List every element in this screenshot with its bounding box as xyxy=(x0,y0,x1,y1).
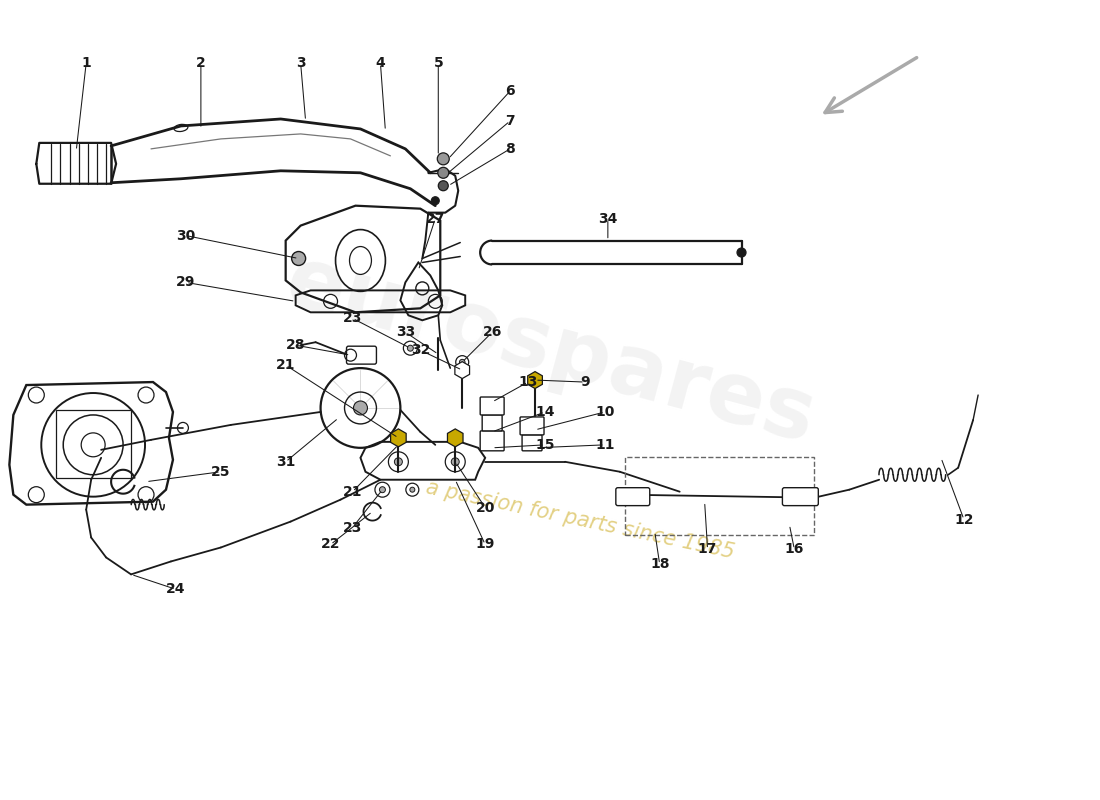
Text: 29: 29 xyxy=(176,275,196,290)
Polygon shape xyxy=(455,362,470,378)
FancyBboxPatch shape xyxy=(346,346,376,364)
Text: 15: 15 xyxy=(536,438,554,452)
Text: 20: 20 xyxy=(475,501,495,514)
Text: 11: 11 xyxy=(595,438,615,452)
Text: 23: 23 xyxy=(343,521,362,534)
Text: 21: 21 xyxy=(276,358,296,372)
Text: 13: 13 xyxy=(518,375,538,389)
Text: 14: 14 xyxy=(536,405,554,419)
FancyArrowPatch shape xyxy=(825,58,916,113)
Text: a passion for parts since 1985: a passion for parts since 1985 xyxy=(424,477,736,562)
Text: 5: 5 xyxy=(433,56,443,70)
Circle shape xyxy=(379,486,385,493)
FancyBboxPatch shape xyxy=(616,488,650,506)
Text: 22: 22 xyxy=(321,538,340,551)
Text: 32: 32 xyxy=(410,343,430,357)
Circle shape xyxy=(438,167,449,178)
Text: 34: 34 xyxy=(598,212,617,226)
Text: 33: 33 xyxy=(396,326,415,339)
Circle shape xyxy=(438,181,449,190)
Circle shape xyxy=(455,356,469,369)
Text: 19: 19 xyxy=(475,538,495,551)
Text: 23: 23 xyxy=(343,311,362,326)
Circle shape xyxy=(407,345,414,351)
FancyBboxPatch shape xyxy=(520,417,544,435)
Circle shape xyxy=(438,153,449,165)
Text: 26: 26 xyxy=(483,326,502,339)
Text: 17: 17 xyxy=(697,542,717,557)
Text: 6: 6 xyxy=(505,84,515,98)
Text: 10: 10 xyxy=(595,405,615,419)
Text: 21: 21 xyxy=(343,485,362,498)
Text: 12: 12 xyxy=(954,513,974,526)
FancyBboxPatch shape xyxy=(481,431,504,451)
Text: 24: 24 xyxy=(166,582,186,596)
Polygon shape xyxy=(448,429,463,447)
Circle shape xyxy=(353,401,367,415)
FancyBboxPatch shape xyxy=(482,415,502,431)
Text: eurospares: eurospares xyxy=(276,239,824,461)
Text: 31: 31 xyxy=(276,454,296,469)
Text: 2: 2 xyxy=(196,56,206,70)
Circle shape xyxy=(410,487,415,492)
Circle shape xyxy=(451,458,459,466)
FancyBboxPatch shape xyxy=(481,397,504,415)
FancyBboxPatch shape xyxy=(522,435,542,451)
FancyBboxPatch shape xyxy=(782,488,818,506)
Circle shape xyxy=(395,458,403,466)
Text: 4: 4 xyxy=(375,56,385,70)
Circle shape xyxy=(460,359,465,365)
Text: 3: 3 xyxy=(296,56,306,70)
Text: 18: 18 xyxy=(650,558,670,571)
Circle shape xyxy=(292,251,306,266)
Text: 25: 25 xyxy=(211,465,231,478)
Text: 16: 16 xyxy=(784,542,804,557)
Text: 30: 30 xyxy=(176,229,196,242)
Text: 8: 8 xyxy=(505,142,515,156)
Text: 1: 1 xyxy=(81,56,91,70)
Text: 7: 7 xyxy=(505,114,515,128)
Text: 27: 27 xyxy=(426,212,446,226)
Text: 9: 9 xyxy=(580,375,590,389)
Text: 28: 28 xyxy=(286,338,306,352)
Circle shape xyxy=(737,248,746,257)
Polygon shape xyxy=(528,371,542,389)
Circle shape xyxy=(431,197,439,205)
Polygon shape xyxy=(390,429,406,447)
